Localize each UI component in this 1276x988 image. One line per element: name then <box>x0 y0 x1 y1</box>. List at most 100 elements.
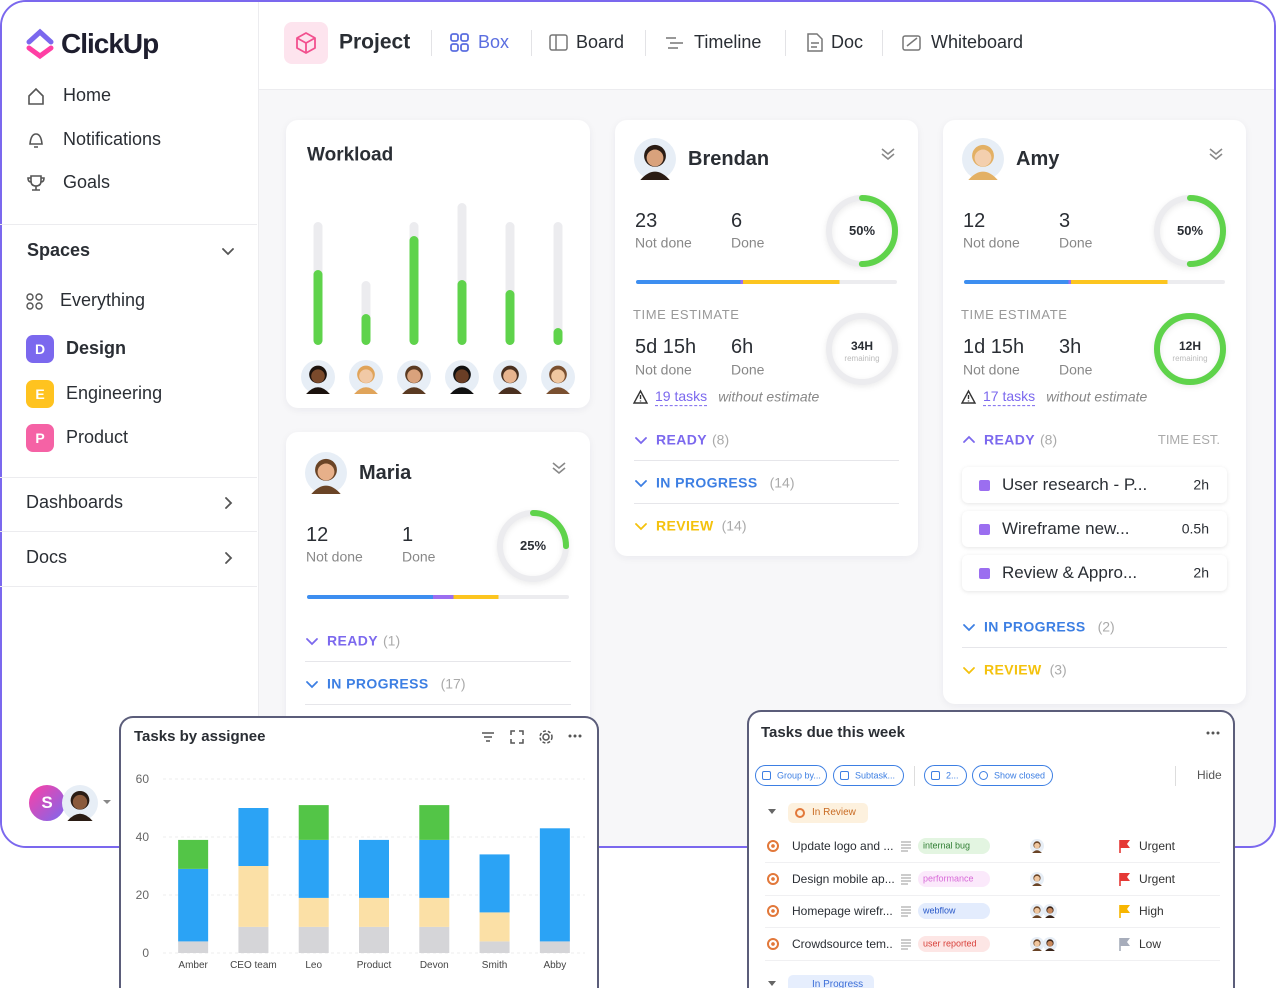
y-tick-label: 60 <box>136 772 150 786</box>
more-icon <box>568 734 582 738</box>
separator <box>1175 766 1176 786</box>
section-link[interactable]: Dashboards <box>26 492 124 513</box>
bar-segment <box>359 839 389 898</box>
progress-ring <box>1154 195 1226 267</box>
avatar <box>634 138 676 180</box>
task-row[interactable] <box>962 467 1227 503</box>
group-name[interactable]: READY <box>656 431 708 448</box>
view-tab[interactable]: Doc <box>831 32 864 53</box>
task-name[interactable]: Update logo and ... <box>792 838 894 853</box>
stat-value: 3 <box>1059 210 1071 232</box>
group-name[interactable]: READY <box>327 632 379 649</box>
filter-icon <box>931 771 940 780</box>
stat-label: Done <box>402 548 436 565</box>
view-tab[interactable]: Whiteboard <box>931 32 1024 53</box>
y-tick-label: 0 <box>142 946 149 960</box>
workload-bar <box>505 290 515 345</box>
section-title: TIME ESTIMATE <box>961 307 1068 323</box>
nav-item[interactable]: Notifications <box>63 128 162 149</box>
avatar <box>962 138 1004 180</box>
filter-pill[interactable] <box>833 765 904 786</box>
remaining-label: remaining <box>844 354 880 364</box>
group-count: (3) <box>1049 661 1067 678</box>
avatar <box>1043 904 1057 919</box>
avatar-body <box>1032 915 1042 919</box>
card-title: Workload <box>307 144 394 166</box>
view-icon-part <box>906 37 918 47</box>
group-name[interactable]: IN PROGRESS <box>656 474 758 491</box>
group-name[interactable]: REVIEW <box>984 661 1042 678</box>
bar-segment <box>419 839 450 898</box>
task-row[interactable] <box>962 511 1227 547</box>
chevron <box>963 667 975 675</box>
stat-value: 3h <box>1059 336 1082 358</box>
view-tab[interactable]: Timeline <box>694 32 762 53</box>
avatar-face <box>974 149 992 167</box>
bar-segment <box>419 805 450 840</box>
progress-label: 25% <box>519 538 547 554</box>
separator <box>914 766 915 786</box>
filter-pill[interactable] <box>924 765 967 786</box>
toolbar-icon <box>539 730 553 744</box>
group-name[interactable]: REVIEW <box>656 517 714 534</box>
view-icon-part <box>450 33 459 42</box>
ring-arc <box>497 510 569 582</box>
stat-label: Done <box>731 234 765 251</box>
view-tab[interactable]: Box <box>478 32 510 53</box>
chevron <box>635 437 647 445</box>
more-icon-part <box>1216 731 1220 735</box>
filter-pill[interactable] <box>755 765 827 786</box>
space-name[interactable]: Design <box>66 338 127 359</box>
group-name[interactable]: READY <box>984 431 1036 448</box>
space-name[interactable]: Engineering <box>66 382 163 403</box>
group-name[interactable]: IN PROGRESS <box>984 618 1086 635</box>
bar-segment <box>359 926 389 953</box>
task-name[interactable]: Crowdsource tem.. <box>792 936 893 951</box>
nav-item[interactable]: Goals <box>63 172 111 193</box>
x-tick-label: Devon <box>420 960 449 971</box>
priority-label: Urgent <box>1139 838 1176 853</box>
nav-icon <box>29 132 43 148</box>
due-card <box>747 710 1235 988</box>
desc-icon <box>901 841 911 852</box>
group-label: In Progress <box>812 979 864 988</box>
workload-track <box>553 222 563 345</box>
task-name[interactable]: Homepage wirefr... <box>792 904 893 919</box>
hide-button[interactable]: Hide <box>1197 767 1222 782</box>
section-link[interactable]: Docs <box>26 547 68 568</box>
everything-icon-part <box>26 302 34 310</box>
x-tick-label: Leo <box>305 960 322 971</box>
avatar <box>1030 937 1044 952</box>
collapse-icon <box>1209 148 1223 161</box>
filter-label: 2... <box>946 770 959 781</box>
divider <box>0 477 257 478</box>
status-square <box>979 568 990 579</box>
view-tab[interactable]: Board <box>576 32 625 53</box>
warning-link[interactable]: 17 tasks <box>983 388 1036 406</box>
person-name: Brendan <box>688 148 770 170</box>
filter-pill[interactable] <box>972 765 1053 786</box>
group-count: (8) <box>1040 431 1058 448</box>
caret-part <box>103 800 111 804</box>
separator <box>431 30 432 56</box>
warning-link[interactable]: 19 tasks <box>655 388 708 406</box>
avatar <box>397 360 431 394</box>
nav-item[interactable]: Home <box>63 85 112 106</box>
view-icon <box>666 37 683 49</box>
task-row[interactable] <box>962 555 1227 591</box>
nav-icon <box>28 87 44 105</box>
everything[interactable]: Everything <box>60 290 146 311</box>
topbar <box>259 2 1274 90</box>
stat-value: 1 <box>402 524 414 546</box>
card <box>615 120 918 556</box>
divider <box>765 862 1220 863</box>
space-name[interactable]: Product <box>66 427 129 448</box>
divider <box>962 647 1227 648</box>
priority-label: High <box>1139 904 1164 919</box>
nav-icon-part <box>28 87 44 105</box>
bar-segment <box>479 854 510 913</box>
divider <box>305 661 571 662</box>
group-name[interactable]: IN PROGRESS <box>327 675 429 692</box>
tag-pill <box>918 870 990 887</box>
task-name[interactable]: Design mobile ap... <box>792 871 895 886</box>
